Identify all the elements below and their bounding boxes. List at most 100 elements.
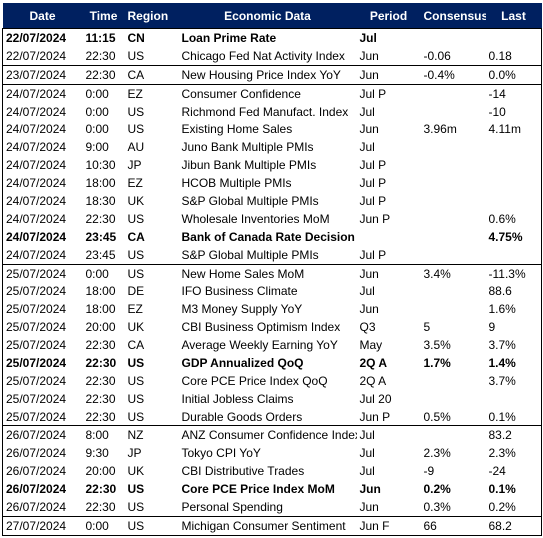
table-row: 26/07/2024 20:00 UK CBI Distributive Trades…: [2, 462, 542, 481]
cell-time: 18:30: [85, 193, 116, 208]
cell-period: Jun: [359, 122, 379, 137]
cell-period: Jun: [359, 48, 379, 63]
cell-time: 11:15: [85, 30, 116, 45]
header-time: Time: [82, 3, 125, 29]
cell-period: Jun: [359, 67, 379, 82]
cell-region: US: [127, 122, 145, 137]
cell-period: Q3: [359, 320, 376, 335]
table-row: 26/07/2024 9:30 JP Tokyo CPI YoY Jul 2.3% 2.3%: [2, 444, 542, 463]
cell-economic-data: S&P Global Multiple PMIs: [181, 247, 319, 262]
cell-time: 9:30: [85, 446, 109, 461]
cell-region: CA: [127, 229, 145, 244]
header-last: Last: [485, 3, 542, 29]
table-row: 22/07/2024 11:15 CN Loan Prime Rate Jul: [2, 28, 542, 47]
header-period: Period: [356, 3, 421, 29]
cell-date: 24/07/2024: [6, 158, 67, 173]
cell-period: Jul P: [359, 86, 387, 101]
cell-period: Jul: [359, 428, 375, 443]
cell-date: 24/07/2024: [6, 211, 67, 226]
cell-economic-data: Tokyo CPI YoY: [181, 446, 261, 461]
cell-economic-data: HCOB Multiple PMIs: [181, 176, 292, 191]
table-row: 25/07/2024 22:30 US Core PCE Price Index Qo…: [2, 371, 542, 390]
cell-date: 24/07/2024: [6, 140, 67, 155]
cell-economic-data: Chicago Fed Nat Activity Index: [181, 48, 345, 63]
cell-date: 24/07/2024: [6, 122, 67, 137]
cell-date: 25/07/2024: [6, 266, 67, 281]
cell-region: CA: [127, 67, 145, 82]
cell-time: 0:00: [85, 518, 109, 533]
cell-date: 24/07/2024: [6, 247, 67, 262]
cell-region: US: [127, 499, 145, 514]
cell-economic-data: Jibun Bank Multiple PMIs: [181, 158, 317, 173]
cell-consensus: -9: [423, 464, 435, 479]
header-economic-data: Economic Data: [178, 3, 357, 29]
cell-date: 22/07/2024: [6, 48, 67, 63]
table-row: 25/07/2024 0:00 US New Home Sales MoM Jun 3.4…: [2, 264, 542, 283]
table-row: 24/07/2024 10:30 JP Jibun Bank Multiple PMI…: [2, 156, 542, 175]
cell-economic-data: Existing Home Sales: [181, 122, 293, 137]
cell-period: Jul: [359, 446, 375, 461]
cell-region: US: [127, 266, 145, 281]
cell-time: 18:00: [85, 302, 116, 317]
table-row: 25/07/2024 18:00 EZ M3 Money Supply YoY Jun 1…: [2, 300, 542, 319]
cell-period: 2Q A: [359, 373, 387, 388]
cell-time: 22:30: [85, 67, 116, 82]
cell-economic-data: New Home Sales MoM: [181, 266, 305, 281]
cell-consensus: [421, 192, 486, 210]
cell-last: -11.3%: [488, 266, 526, 281]
cell-last: 3.7%: [488, 338, 516, 353]
economic-calendar-table: Date Time Region Economic Data Period Co…: [2, 3, 542, 536]
table-row: 22/07/2024 22:30 US Chicago Fed Nat Activit…: [2, 46, 542, 66]
cell-period: [357, 228, 421, 246]
cell-date: 26/07/2024: [6, 428, 67, 443]
cell-consensus: [421, 300, 486, 318]
cell-time: 10:30: [85, 158, 116, 173]
cell-date: 25/07/2024: [6, 409, 67, 424]
table-row: 24/07/2024 22:30 US Wholesale Inventories M…: [2, 209, 542, 228]
cell-last: 0.0%: [488, 67, 516, 82]
cell-date: 27/07/2024: [6, 518, 67, 533]
cell-last: 9: [488, 320, 496, 335]
cell-economic-data: Wholesale Inventories MoM: [181, 211, 330, 226]
cell-last: 0.6%: [488, 211, 516, 226]
cell-time: 18:00: [85, 284, 116, 299]
table-row: 25/07/2024 22:30 US Durable Goods Orders Jun…: [2, 407, 542, 426]
cell-consensus: [421, 246, 486, 264]
cell-economic-data: Juno Bank Multiple PMIs: [181, 140, 314, 155]
cell-last: 0.2%: [488, 499, 516, 514]
cell-consensus: 1.7%: [423, 355, 451, 370]
cell-consensus: [421, 228, 486, 246]
table-row: 24/07/2024 23:45 US S&P Global Multiple PMI…: [2, 245, 542, 265]
cell-last: 3.7%: [488, 373, 516, 388]
cell-date: 24/07/2024: [6, 193, 67, 208]
cell-consensus: [421, 174, 486, 192]
cell-date: 25/07/2024: [6, 302, 67, 317]
cell-last: 0.1%: [488, 482, 516, 497]
table-row: 24/07/2024 23:45 CA Bank of Canada Rate Dec…: [2, 227, 542, 246]
cell-consensus: 0.2%: [423, 482, 451, 497]
table-row: 24/07/2024 0:00 EZ Consumer Confidence Jul P…: [2, 84, 542, 103]
cell-last: 2.3%: [488, 446, 516, 461]
cell-period: Jul: [359, 30, 377, 45]
cell-last: 4.75%: [488, 229, 523, 244]
cell-last: [486, 174, 542, 192]
cell-date: 24/07/2024: [6, 176, 67, 191]
cell-last: 1.6%: [488, 302, 516, 317]
cell-consensus: 3.5%: [423, 338, 451, 353]
cell-period: Jul: [359, 104, 375, 119]
cell-time: 20:00: [85, 464, 116, 479]
table-row: 25/07/2024 22:30 US GDP Annualized QoQ 2Q A 1…: [2, 353, 542, 372]
cell-date: 24/07/2024: [6, 229, 67, 244]
cell-consensus: 0.3%: [423, 499, 451, 514]
cell-period: Jun P: [359, 211, 391, 226]
cell-date: 22/07/2024: [6, 30, 67, 45]
cell-economic-data: Michigan Consumer Sentiment: [181, 518, 346, 533]
cell-consensus: [421, 426, 486, 444]
cell-period: Jul: [359, 464, 375, 479]
cell-time: 20:00: [85, 320, 116, 335]
cell-region: US: [127, 409, 145, 424]
cell-date: 23/07/2024: [6, 67, 67, 82]
cell-period: Jul P: [359, 193, 387, 208]
cell-time: 23:45: [85, 247, 116, 262]
table-row: 24/07/2024 0:00 US Existing Home Sales Jun 3.…: [2, 120, 542, 139]
